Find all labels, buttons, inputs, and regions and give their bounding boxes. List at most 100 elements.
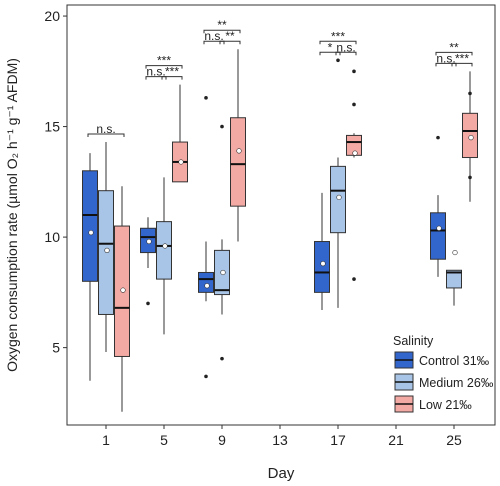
box-group	[314, 192, 330, 311]
box-group	[198, 96, 214, 379]
box-group	[98, 142, 114, 353]
outlier-point	[436, 135, 440, 140]
mean-point	[468, 135, 474, 141]
bracket-line	[161, 76, 183, 80]
box	[230, 117, 246, 207]
mean-point	[88, 230, 94, 236]
box-group	[346, 69, 362, 281]
x-tick-label: 13	[272, 432, 288, 448]
plot-panel	[66, 4, 496, 426]
outlier-point	[204, 96, 208, 100]
x-axis-label: Day	[268, 465, 295, 482]
significance-bracket: *	[319, 40, 341, 56]
box	[446, 269, 462, 289]
mean-point	[120, 287, 126, 293]
box-group	[140, 217, 156, 306]
significance-bracket: n.s.	[145, 65, 167, 80]
bracket-line	[335, 51, 357, 56]
mean-point	[204, 283, 210, 289]
bracket-line	[435, 51, 473, 56]
bracket-line	[219, 40, 241, 45]
significance-brackets: n.s.n.s. ******n.s. ***** n.s.***n.s. *****	[87, 18, 473, 138]
outlier-point	[352, 69, 356, 74]
outlier-point	[336, 58, 340, 63]
mean-point	[178, 159, 184, 165]
mean-point	[236, 148, 242, 154]
outlier-point	[220, 124, 224, 129]
box-group	[214, 124, 230, 361]
box-group	[114, 186, 130, 412]
outlier-point	[204, 374, 208, 379]
significance-label: n.s.	[204, 29, 223, 43]
x-tick-label: 25	[446, 432, 462, 448]
box-group	[156, 177, 172, 335]
box	[82, 170, 98, 282]
significance-label: n.s.	[336, 40, 355, 54]
outlier-point	[220, 356, 224, 361]
box-group	[430, 135, 446, 277]
significance-bracket: **	[219, 29, 241, 45]
significance-label: n.s.	[436, 51, 455, 65]
x-axis: 1 5 9 13 17 21 25	[102, 425, 462, 448]
box-group	[462, 71, 478, 202]
legend-entry: Low 21‰	[419, 398, 472, 412]
significance-bracket: ***	[451, 51, 473, 67]
x-tick-label: 17	[330, 432, 346, 448]
significance-label: ***	[331, 29, 345, 43]
box-group	[172, 84, 188, 183]
box	[198, 271, 214, 293]
mean-point	[146, 238, 152, 245]
mean-point	[320, 261, 326, 267]
bracket-line	[319, 51, 341, 56]
mean-point	[352, 150, 358, 156]
x-tick-label: 9	[218, 432, 226, 448]
significance-label: ***	[165, 65, 179, 79]
outlier-point	[146, 301, 150, 306]
x-tick-label: 1	[102, 432, 110, 448]
box-plots	[82, 49, 478, 412]
y-axis-label: Oxygen consumption rate (µmol O₂ h⁻¹ g⁻¹…	[4, 58, 20, 372]
significance-bracket: ***	[145, 54, 183, 69]
bracket-line	[435, 62, 457, 67]
legend: Salinity Control 31‰ Medium 26‰ Low 21‰	[393, 334, 494, 413]
significance-bracket: ***	[319, 29, 357, 45]
bracket-line	[451, 62, 473, 67]
significance-label: n.s.	[96, 122, 115, 136]
bracket-line	[203, 40, 225, 45]
mean-point	[220, 269, 226, 276]
box-group	[446, 249, 462, 306]
y-tick-label: 20	[44, 8, 60, 24]
significance-label: ***	[455, 51, 469, 65]
box-group	[82, 153, 98, 381]
mean-point	[436, 225, 442, 231]
significance-bracket: **	[435, 40, 473, 56]
y-tick-label: 10	[44, 229, 60, 245]
box-group	[230, 49, 246, 242]
legend-entry: Medium 26‰	[419, 376, 494, 390]
outlier-point	[468, 91, 472, 96]
significance-bracket: ***	[161, 65, 183, 80]
legend-entry: Control 31‰	[419, 354, 490, 368]
outlier-point	[352, 277, 356, 281]
bracket-line	[145, 65, 183, 69]
bracket-line	[87, 133, 125, 138]
box	[156, 221, 172, 280]
bracket-line	[145, 76, 167, 80]
significance-bracket: n.s.	[335, 40, 357, 56]
mean-point	[336, 194, 342, 200]
box	[430, 212, 446, 260]
bracket-line	[319, 40, 357, 45]
mean-point	[104, 247, 110, 253]
significance-bracket: n.s.	[435, 51, 457, 67]
significance-label: **	[217, 18, 227, 32]
mean-point	[162, 243, 168, 249]
box-group	[330, 58, 346, 308]
y-axis: 5 10 15 20	[44, 8, 67, 356]
x-tick-label: 5	[160, 432, 168, 448]
legend-title: Salinity	[393, 334, 434, 348]
y-tick-label: 5	[52, 340, 60, 356]
significance-label: **	[225, 29, 235, 43]
y-tick-label: 15	[44, 119, 60, 135]
significance-label: ***	[157, 54, 171, 68]
